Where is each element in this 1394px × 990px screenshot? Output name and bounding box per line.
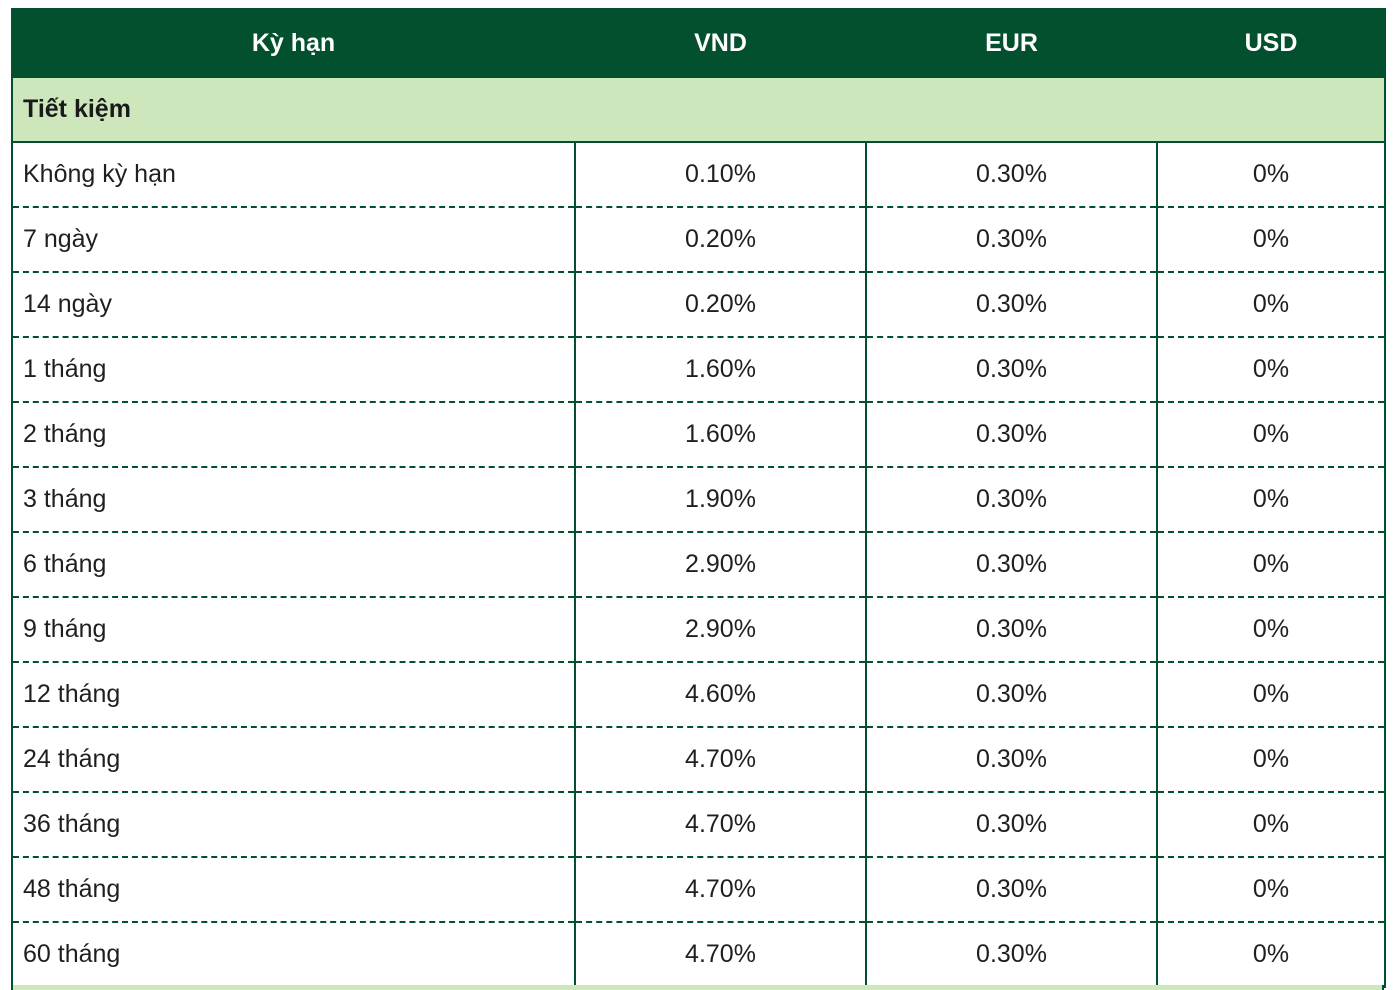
column-header-vnd: VND — [574, 8, 867, 78]
term-cell: 48 tháng — [11, 857, 576, 923]
eur-rate-cell: 0.30% — [865, 662, 1158, 728]
vnd-rate-cell: 2.90% — [574, 597, 867, 663]
vnd-rate-cell: 0.20% — [574, 207, 867, 273]
column-header-term: Kỳ hạn — [11, 8, 576, 78]
table-row: 48 tháng 4.70% 0.30% 0% — [11, 857, 1386, 923]
eur-rate-cell: 0.30% — [865, 467, 1158, 533]
vnd-rate-cell: 0.10% — [574, 142, 867, 208]
term-cell: 14 ngày — [11, 272, 576, 338]
table-body: Tiết kiệm Không kỳ hạn 0.10% 0.30% 0% 7 ngày… — [11, 76, 1386, 988]
usd-rate-cell: 0% — [1156, 792, 1386, 858]
header-row: Kỳ hạn VND EUR USD — [11, 8, 1386, 78]
vnd-rate-cell: 1.60% — [574, 337, 867, 403]
term-cell: 36 tháng — [11, 792, 576, 858]
term-cell: 7 ngày — [11, 207, 576, 273]
term-cell: Không kỳ hạn — [11, 142, 576, 208]
eur-rate-cell: 0.30% — [865, 792, 1158, 858]
vnd-rate-cell: 1.90% — [574, 467, 867, 533]
interest-rate-table: Kỳ hạn VND EUR USD Tiết kiệm Không kỳ hạ… — [11, 8, 1386, 988]
vnd-rate-cell: 0.20% — [574, 272, 867, 338]
table-row: 12 tháng 4.60% 0.30% 0% — [11, 662, 1386, 728]
usd-rate-cell: 0% — [1156, 922, 1386, 988]
vnd-rate-cell: 2.90% — [574, 532, 867, 598]
eur-rate-cell: 0.30% — [865, 532, 1158, 598]
usd-rate-cell: 0% — [1156, 857, 1386, 923]
usd-rate-cell: 0% — [1156, 467, 1386, 533]
table-row: 3 tháng 1.90% 0.30% 0% — [11, 467, 1386, 533]
vnd-rate-cell: 1.60% — [574, 402, 867, 468]
usd-rate-cell: 0% — [1156, 402, 1386, 468]
term-cell: 60 tháng — [11, 922, 576, 988]
column-header-usd: USD — [1156, 8, 1386, 78]
usd-rate-cell: 0% — [1156, 727, 1386, 793]
term-cell: 3 tháng — [11, 467, 576, 533]
table-row: 60 tháng 4.70% 0.30% 0% — [11, 922, 1386, 988]
vnd-rate-cell: 4.70% — [574, 857, 867, 923]
table-row: Không kỳ hạn 0.10% 0.30% 0% — [11, 142, 1386, 208]
usd-rate-cell: 0% — [1156, 597, 1386, 663]
usd-rate-cell: 0% — [1156, 207, 1386, 273]
table-row: 36 tháng 4.70% 0.30% 0% — [11, 792, 1386, 858]
term-cell: 24 tháng — [11, 727, 576, 793]
eur-rate-cell: 0.30% — [865, 727, 1158, 793]
usd-rate-cell: 0% — [1156, 142, 1386, 208]
section-title: Tiết kiệm — [11, 76, 1386, 143]
vnd-rate-cell: 4.70% — [574, 727, 867, 793]
column-header-eur: EUR — [865, 8, 1158, 78]
next-section-strip — [11, 985, 1384, 990]
term-cell: 1 tháng — [11, 337, 576, 403]
eur-rate-cell: 0.30% — [865, 142, 1158, 208]
table-row: 2 tháng 1.60% 0.30% 0% — [11, 402, 1386, 468]
usd-rate-cell: 0% — [1156, 337, 1386, 403]
section-row-savings: Tiết kiệm — [11, 76, 1386, 143]
eur-rate-cell: 0.30% — [865, 337, 1158, 403]
eur-rate-cell: 0.30% — [865, 922, 1158, 988]
term-cell: 9 tháng — [11, 597, 576, 663]
usd-rate-cell: 0% — [1156, 532, 1386, 598]
eur-rate-cell: 0.30% — [865, 207, 1158, 273]
eur-rate-cell: 0.30% — [865, 402, 1158, 468]
table-row: 7 ngày 0.20% 0.30% 0% — [11, 207, 1386, 273]
term-cell: 6 tháng — [11, 532, 576, 598]
eur-rate-cell: 0.30% — [865, 272, 1158, 338]
table-header: Kỳ hạn VND EUR USD — [11, 8, 1386, 78]
vnd-rate-cell: 4.60% — [574, 662, 867, 728]
table-row: 9 tháng 2.90% 0.30% 0% — [11, 597, 1386, 663]
usd-rate-cell: 0% — [1156, 272, 1386, 338]
eur-rate-cell: 0.30% — [865, 857, 1158, 923]
table-row: 6 tháng 2.90% 0.30% 0% — [11, 532, 1386, 598]
table-row: 1 tháng 1.60% 0.30% 0% — [11, 337, 1386, 403]
term-cell: 12 tháng — [11, 662, 576, 728]
vnd-rate-cell: 4.70% — [574, 792, 867, 858]
eur-rate-cell: 0.30% — [865, 597, 1158, 663]
usd-rate-cell: 0% — [1156, 662, 1386, 728]
term-cell: 2 tháng — [11, 402, 576, 468]
table-row: 14 ngày 0.20% 0.30% 0% — [11, 272, 1386, 338]
vnd-rate-cell: 4.70% — [574, 922, 867, 988]
table-row: 24 tháng 4.70% 0.30% 0% — [11, 727, 1386, 793]
